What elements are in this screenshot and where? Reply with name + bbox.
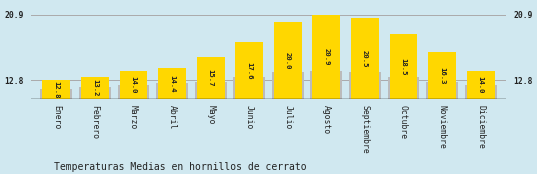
Bar bbox=[42, 81, 70, 99]
Bar bbox=[235, 42, 263, 99]
Bar bbox=[428, 52, 456, 99]
Text: Temperaturas Medias en hornillos de cerrato: Temperaturas Medias en hornillos de cerr… bbox=[54, 162, 306, 172]
Bar bbox=[197, 57, 224, 99]
Text: 15.7: 15.7 bbox=[208, 69, 214, 87]
Bar bbox=[120, 71, 147, 99]
Bar bbox=[81, 77, 109, 99]
Text: 14.0: 14.0 bbox=[130, 76, 136, 94]
Bar bbox=[310, 71, 342, 99]
Text: 18.5: 18.5 bbox=[401, 58, 407, 76]
Bar bbox=[467, 71, 495, 99]
Text: 14.4: 14.4 bbox=[169, 75, 175, 92]
Bar bbox=[156, 83, 188, 99]
Text: 20.5: 20.5 bbox=[362, 50, 368, 67]
Text: 13.2: 13.2 bbox=[92, 80, 98, 97]
Bar bbox=[388, 77, 419, 99]
Text: 20.9: 20.9 bbox=[323, 48, 329, 66]
Bar bbox=[390, 34, 417, 99]
Text: 16.3: 16.3 bbox=[439, 67, 445, 84]
Text: 17.6: 17.6 bbox=[246, 62, 252, 79]
Bar bbox=[351, 18, 379, 99]
Bar bbox=[313, 15, 340, 99]
Bar bbox=[349, 72, 381, 99]
Bar bbox=[118, 85, 149, 99]
Text: 20.0: 20.0 bbox=[285, 52, 291, 69]
Bar bbox=[40, 89, 72, 99]
Bar bbox=[233, 77, 265, 99]
Text: 14.0: 14.0 bbox=[477, 76, 484, 94]
Bar bbox=[195, 82, 227, 99]
Bar bbox=[79, 87, 111, 99]
Bar bbox=[426, 82, 458, 99]
Bar bbox=[158, 68, 186, 99]
Text: 12.8: 12.8 bbox=[53, 81, 60, 99]
Bar bbox=[274, 22, 302, 99]
Bar bbox=[465, 85, 497, 99]
Bar bbox=[272, 72, 304, 99]
